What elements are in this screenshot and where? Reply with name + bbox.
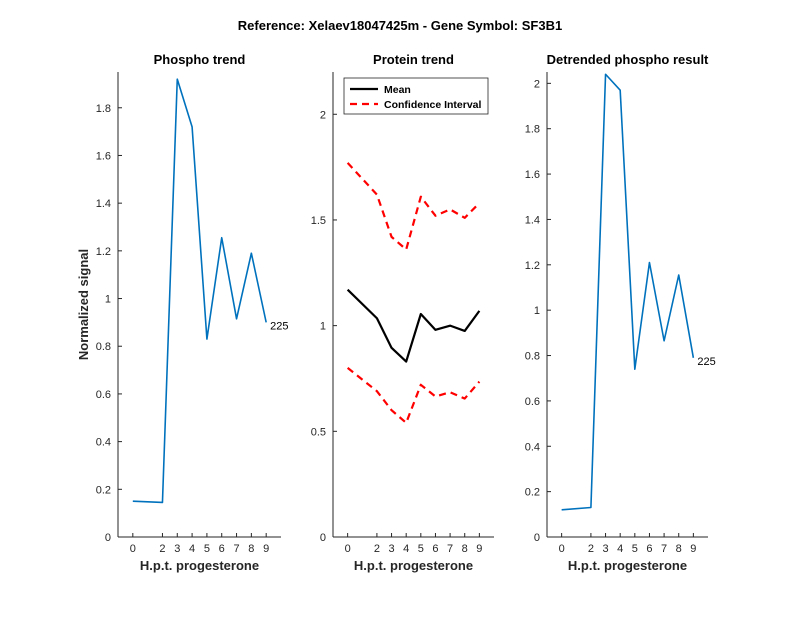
- mean-series-line: [346, 288, 481, 363]
- panel-title: Phospho trend: [154, 52, 246, 67]
- y-tick-label: 2: [320, 109, 326, 121]
- legend: Mean Confidence Interval: [343, 77, 489, 115]
- x-tick-label: 7: [661, 543, 667, 555]
- y-tick-label: 0.8: [96, 341, 111, 353]
- y-axis-title: Normalized signal: [76, 249, 91, 360]
- point-annotation: 225: [270, 320, 288, 332]
- y-tick-label: 0.2: [96, 484, 111, 496]
- x-tick-label: 8: [676, 543, 682, 555]
- x-tick-label: 0: [130, 543, 136, 555]
- x-tick-label: 0: [345, 543, 351, 555]
- legend-label: Mean: [384, 84, 411, 96]
- chart-panel-3: 00.20.40.60.811.21.41.61.820 2 3 4 5 6 7 8 9Detr…: [525, 52, 716, 573]
- y-tick-label: 1.6: [525, 169, 540, 181]
- y-tick-label: 1: [534, 305, 540, 317]
- y-tick-label: 0: [320, 532, 326, 544]
- confidence-interval-series-line: [346, 162, 481, 251]
- x-tick-label: 3: [174, 543, 180, 555]
- x-tick-label: 6: [432, 543, 438, 555]
- y-tick-label: 1.8: [96, 103, 111, 115]
- y-tick-label: 1.6: [96, 150, 111, 162]
- x-tick-label: 9: [476, 543, 482, 555]
- x-tick-label: 6: [646, 543, 652, 555]
- x-tick-label: 5: [204, 543, 210, 555]
- panels: 00.20.40.60.811.21.41.61.80 2 3 4 5 6 7 8 9Phosp…: [76, 52, 716, 573]
- x-tick-label: 3: [602, 543, 608, 555]
- chart-panel-1: 0 0.2 0.4 0.6 0.8 1 1.2 1.4 1.6 1.8 0 2 3 4 5 6 7 8 9 Phosp…: [76, 52, 289, 573]
- y-tick-label: 1.5: [311, 215, 326, 227]
- y-tick-label: 1: [105, 294, 111, 306]
- x-tick-label: 9: [690, 543, 696, 555]
- panel-title: Protein trend: [373, 52, 454, 67]
- y-tick-label: 1.2: [525, 260, 540, 272]
- x-tick-label: 8: [462, 543, 468, 555]
- x-tick-label: 2: [588, 543, 594, 555]
- x-tick-label: 4: [617, 543, 623, 555]
- detrended-series-line: [561, 73, 695, 511]
- y-tick-label: 0: [534, 532, 540, 544]
- x-axis-title: H.p.t. progesterone: [140, 558, 259, 573]
- x-tick-label: 5: [418, 543, 424, 555]
- y-tick-label: 1.2: [96, 246, 111, 258]
- y-tick-label: 1.4: [525, 214, 540, 226]
- point-annotation: 225: [697, 356, 715, 368]
- y-tick-label: 0.4: [525, 441, 540, 453]
- x-tick-label: 2: [159, 543, 165, 555]
- y-tick-label: 1: [320, 321, 326, 333]
- y-tick-label: 2: [534, 78, 540, 90]
- x-tick-label: 6: [219, 543, 225, 555]
- y-tick-label: 0.5: [311, 426, 326, 438]
- x-tick-label: 8: [248, 543, 254, 555]
- y-tick-label: 0.6: [525, 396, 540, 408]
- figure-title: Reference: Xelaev18047425m - Gene Symbol…: [238, 18, 562, 33]
- y-tick-label: 0.6: [96, 389, 111, 401]
- x-tick-label: 2: [374, 543, 380, 555]
- y-tick-label: 0.2: [525, 487, 540, 499]
- x-tick-label: 0: [559, 543, 565, 555]
- x-tick-label: 4: [189, 543, 195, 555]
- x-tick-label: 9: [263, 543, 269, 555]
- legend-label: Confidence Interval: [384, 99, 482, 111]
- phospho-series-line: [132, 78, 267, 504]
- x-tick-label: 3: [388, 543, 394, 555]
- x-tick-label: 7: [447, 543, 453, 555]
- confidence-interval-lower-series-line: [346, 367, 481, 424]
- panel-title: Detrended phospho result: [547, 52, 709, 67]
- x-tick-label: 5: [632, 543, 638, 555]
- legend-box: [343, 77, 489, 115]
- x-tick-label: 7: [233, 543, 239, 555]
- y-tick-label: 0.4: [96, 437, 111, 449]
- y-tick-label: 0: [105, 532, 111, 544]
- y-tick-label: 1.8: [525, 124, 540, 136]
- y-tick-label: 1.4: [96, 198, 111, 210]
- x-axis-title: H.p.t. progesterone: [568, 558, 687, 573]
- x-tick-label: 4: [403, 543, 409, 555]
- x-axis-title: H.p.t. progesterone: [354, 558, 473, 573]
- y-tick-label: 0.8: [525, 351, 540, 363]
